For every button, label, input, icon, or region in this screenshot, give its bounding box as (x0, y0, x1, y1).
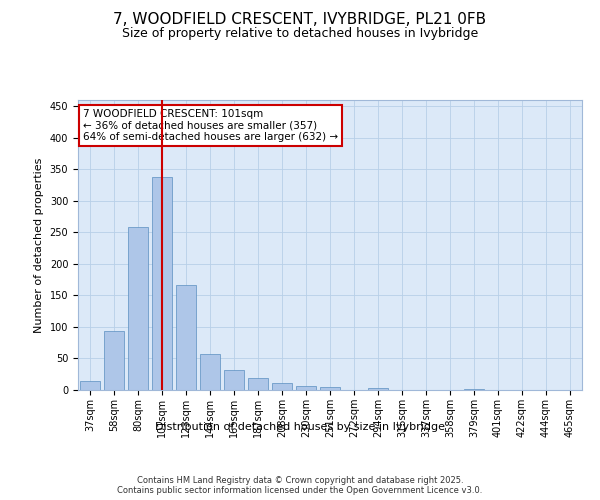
Bar (320, 388, 340, 390)
Bar (248, 378, 268, 390)
Bar (272, 383, 292, 390)
Bar (128, 228, 148, 390)
Bar (104, 332, 124, 390)
Text: Size of property relative to detached houses in Ivybridge: Size of property relative to detached ho… (122, 28, 478, 40)
Text: Distribution of detached houses by size in Ivybridge: Distribution of detached houses by size … (155, 422, 445, 432)
Bar (80, 380, 100, 390)
Text: 7, WOODFIELD CRESCENT, IVYBRIDGE, PL21 0FB: 7, WOODFIELD CRESCENT, IVYBRIDGE, PL21 0… (113, 12, 487, 28)
Bar (296, 386, 316, 390)
Text: Contains HM Land Registry data © Crown copyright and database right 2025.
Contai: Contains HM Land Registry data © Crown c… (118, 476, 482, 495)
Bar (200, 354, 220, 390)
Bar (176, 284, 196, 390)
Text: 7 WOODFIELD CRESCENT: 101sqm
← 36% of detached houses are smaller (357)
64% of s: 7 WOODFIELD CRESCENT: 101sqm ← 36% of de… (83, 108, 338, 142)
Bar (368, 388, 388, 390)
Y-axis label: Number of detached properties: Number of detached properties (34, 158, 44, 332)
Bar (224, 370, 244, 390)
Bar (152, 177, 172, 390)
